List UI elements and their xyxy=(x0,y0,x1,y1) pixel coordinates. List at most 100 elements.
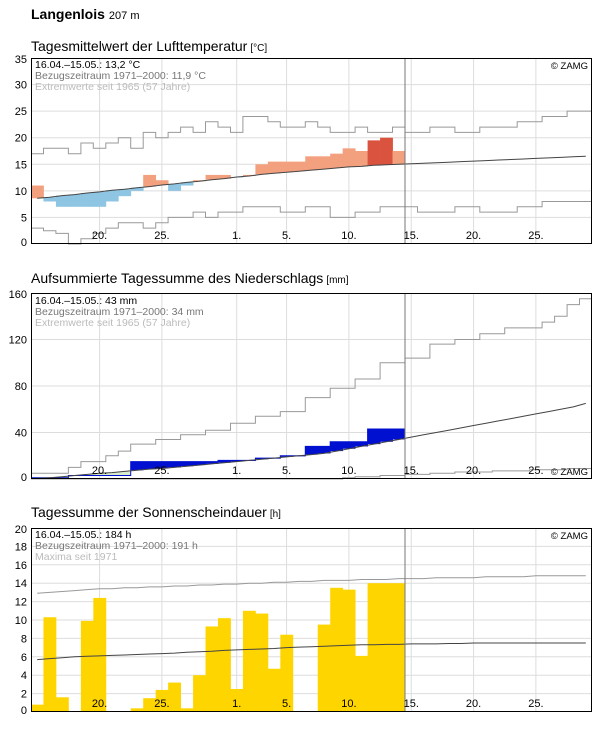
temperature-bar xyxy=(267,161,281,174)
sunshine-bar xyxy=(392,583,406,712)
sunshine-bar xyxy=(367,583,381,712)
temperature-bar xyxy=(392,151,406,165)
temperature-bar xyxy=(280,161,294,173)
temperature-bar xyxy=(330,153,344,169)
sunshine-y-tick-label: 10 xyxy=(15,615,27,627)
temperature-bar xyxy=(342,148,356,167)
sunshine-bar xyxy=(280,634,294,712)
sunshine-normal-line xyxy=(37,642,586,661)
precipitation-bar xyxy=(392,429,406,440)
sunshine-x-tick-label: 15. xyxy=(404,698,419,710)
sunshine-credit: © ZAMG xyxy=(551,531,588,542)
temperature-bar xyxy=(31,185,44,199)
precipitation-info-line: Extremwerte seit 1965 (57 Jahre) xyxy=(35,317,190,329)
precipitation-bar xyxy=(218,460,231,463)
temperature-y-tick-label: 30 xyxy=(15,80,27,92)
precipitation-y-tick-label: 120 xyxy=(9,335,27,347)
precipitation-bar xyxy=(93,473,107,476)
precipitation-actual-line xyxy=(31,428,405,479)
temperature-bar xyxy=(43,197,57,202)
sunshine-info-line: Bezugszeitraum 1971–2000: 191 h xyxy=(35,540,198,552)
temperature-unit: [°C] xyxy=(250,43,268,54)
temperature-bar xyxy=(155,180,169,186)
temperature-bar xyxy=(68,194,82,207)
temperature-bar xyxy=(143,174,157,187)
precipitation-x-tick-label: 25. xyxy=(154,465,169,477)
temperature-bar xyxy=(80,192,94,207)
temperature-bar xyxy=(305,156,319,171)
sunshine-bar xyxy=(355,655,368,712)
temperature-bar xyxy=(93,191,107,207)
sunshine-bar xyxy=(93,597,107,712)
sunshine-x-tick-label: 1. xyxy=(232,698,241,710)
precipitation-x-tick-label: 20. xyxy=(466,465,481,477)
precipitation-bar xyxy=(380,429,393,442)
sunshine-info-line: 16.04.–15.05.: 184 h xyxy=(35,529,131,541)
sunshine-bar xyxy=(230,689,244,712)
precipitation-x-tick-label: 15. xyxy=(404,465,419,477)
sunshine-frame xyxy=(31,528,592,712)
sunshine-x-tick-label: 25. xyxy=(528,698,543,710)
sunshine-unit: [h] xyxy=(269,509,281,520)
sunshine-bar xyxy=(255,613,269,712)
temperature-x-tick-label: 25. xyxy=(528,230,543,242)
temperature-y-tick-label: 35 xyxy=(15,54,27,66)
sunshine-bar xyxy=(155,689,169,712)
temperature-y-tick-label: 10 xyxy=(15,186,27,198)
temperature-min-line xyxy=(31,201,592,245)
sunshine-bar xyxy=(380,583,393,712)
sunshine-y-tick-label: 12 xyxy=(15,597,27,609)
sunshine-y-tick-label: 2 xyxy=(21,689,27,701)
temperature-title: Tagesmittelwert der Lufttemperatur [°C] xyxy=(31,38,267,54)
sunshine-x-tick-label: 20. xyxy=(92,698,107,710)
station-name: Langenlois xyxy=(31,6,105,22)
precipitation-y-tick-label: 0 xyxy=(21,472,27,484)
precipitation-bar xyxy=(105,472,119,476)
temperature-frame xyxy=(31,58,592,244)
precipitation-x-tick-label: 1. xyxy=(232,465,241,477)
temperature-x-tick-label: 20. xyxy=(92,230,107,242)
sunshine-bar xyxy=(168,682,181,712)
precipitation-max-line xyxy=(31,298,592,474)
temperature-bar xyxy=(180,182,194,186)
precipitation-y-tick-label: 160 xyxy=(9,289,27,301)
temperature-title-text: Tagesmittelwert der Lufttemperatur xyxy=(31,38,248,54)
temperature-bar xyxy=(118,189,132,197)
sunshine-max-line xyxy=(37,575,586,594)
sunshine-info-line: Maxima seit 1971 xyxy=(35,551,117,563)
precipitation-bar xyxy=(180,461,194,467)
precipitation-unit: [mm] xyxy=(326,275,349,286)
sunshine-bar xyxy=(31,704,44,712)
temperature-bar xyxy=(130,187,144,191)
sunshine-x-tick-label: 25. xyxy=(154,698,169,710)
sunshine-y-tick-label: 18 xyxy=(15,541,27,553)
precipitation-bar xyxy=(143,461,157,470)
temperature-bar xyxy=(193,180,206,182)
sunshine-bar xyxy=(342,589,356,712)
temperature-x-tick-label: 10. xyxy=(341,230,356,242)
precipitation-bar xyxy=(305,446,319,455)
sunshine-y-tick-label: 8 xyxy=(21,633,27,645)
temperature-info-line: 16.04.–15.05.: 13,2 °C xyxy=(35,59,141,71)
temperature-bar xyxy=(367,140,381,166)
temperature-bar xyxy=(292,161,306,172)
precipitation-frame xyxy=(31,293,592,479)
sunshine-y-tick-label: 16 xyxy=(15,560,27,572)
precipitation-x-tick-label: 5. xyxy=(282,465,291,477)
temperature-bar xyxy=(242,174,256,176)
sunshine-x-tick-label: 5. xyxy=(282,698,291,710)
temperature-bar xyxy=(255,164,269,175)
precipitation-bar xyxy=(80,474,94,476)
precipitation-bar xyxy=(230,460,244,462)
precipitation-info-line: 16.04.–15.05.: 43 mm xyxy=(35,295,137,307)
temperature-x-tick-label: 15. xyxy=(404,230,419,242)
temperature-y-tick-label: 25 xyxy=(15,106,27,118)
station-header: Langenlois 207 m xyxy=(31,6,139,22)
sunshine-y-tick-label: 14 xyxy=(15,578,27,590)
temperature-y-tick-label: 20 xyxy=(15,133,27,145)
sunshine-bar xyxy=(80,620,94,712)
sunshine-bar xyxy=(130,708,144,712)
precipitation-bar xyxy=(367,429,381,445)
sunshine-bar xyxy=(193,675,206,712)
